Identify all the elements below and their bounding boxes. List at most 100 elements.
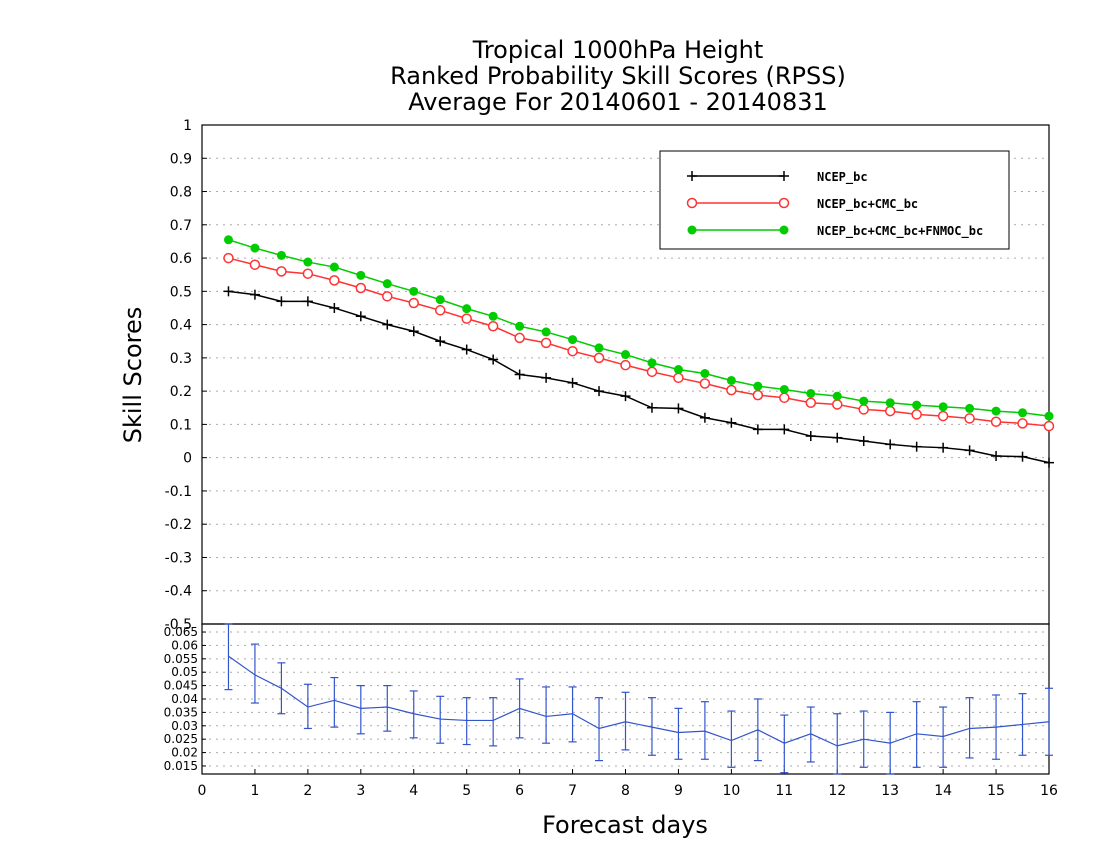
error-bar	[489, 697, 498, 747]
y-tick-label: 0.9	[170, 151, 192, 167]
data-point	[912, 400, 922, 410]
y-tick-label: -0.4	[165, 584, 192, 600]
data-point	[673, 365, 683, 375]
data-point	[699, 412, 710, 423]
data-point	[594, 386, 605, 397]
data-point	[461, 344, 472, 355]
data-point	[673, 403, 684, 414]
series-line	[228, 239, 1050, 417]
legend: NCEP_bc NCEP_bc+CMC_bc NCEP_bc+CMC_bc+FNMO…	[659, 150, 1010, 250]
data-point	[435, 336, 446, 347]
data-point	[540, 337, 552, 349]
error-bar	[542, 686, 551, 744]
y-tick-label: -0.2	[165, 517, 192, 533]
data-point	[223, 286, 234, 297]
x-tick-label: 15	[987, 783, 1005, 799]
legend-entry: NCEP_bc+CMC_bc+FNMOC_bc	[687, 224, 983, 239]
x-tick-label: 13	[881, 783, 899, 799]
data-point	[991, 451, 1002, 462]
error-bar	[992, 694, 1001, 760]
data-point	[965, 403, 975, 413]
legend-marker-end	[778, 197, 790, 209]
data-point	[541, 372, 552, 383]
data-point	[223, 235, 233, 245]
y-tick-label: 0.3	[170, 351, 192, 367]
data-point	[726, 417, 737, 428]
y-tick-label: 0.04	[171, 692, 198, 706]
data-point	[779, 392, 790, 404]
error-bar	[436, 695, 445, 744]
error-bar	[409, 690, 418, 739]
data-point	[726, 384, 737, 396]
x-axis-label: Forecast days	[542, 811, 708, 839]
y-tick-label: 0.055	[164, 652, 198, 666]
data-point	[515, 321, 525, 331]
error-panel-gridlines	[202, 631, 1049, 767]
data-point	[832, 391, 842, 401]
data-point	[594, 343, 604, 353]
y-tick-label: -0.1	[165, 484, 192, 500]
y-tick-label: 0.015	[164, 759, 198, 773]
y-tick-label: 0.1	[170, 417, 192, 433]
data-point	[964, 413, 975, 424]
chart-title-line-2: Ranked Probability Skill Scores (RPSS)	[390, 62, 846, 90]
x-tick-label: 14	[934, 783, 952, 799]
y-tick-label: 0.8	[170, 185, 192, 201]
error-bar	[568, 686, 577, 743]
error-bar	[250, 643, 259, 704]
data-point	[408, 297, 419, 309]
data-point	[990, 416, 1002, 427]
error-bar	[277, 662, 286, 715]
error-bar	[965, 697, 974, 759]
data-point	[1017, 451, 1028, 462]
data-point	[779, 384, 789, 394]
legend-marker-end	[779, 225, 789, 235]
data-point	[806, 388, 816, 398]
x-tick-label: 4	[409, 783, 418, 799]
legend-entry: NCEP_bc+CMC_bc	[686, 197, 918, 212]
error-bar	[912, 701, 921, 768]
x-tick-label: 0	[198, 783, 207, 799]
data-point	[567, 377, 578, 388]
data-point	[991, 406, 1001, 416]
data-point	[435, 295, 445, 305]
data-point	[250, 243, 260, 253]
data-point	[276, 296, 287, 307]
x-tick-label: 9	[674, 783, 683, 799]
series-1	[223, 286, 1054, 468]
data-point	[911, 409, 922, 420]
data-point	[805, 431, 816, 442]
error-bar	[1045, 687, 1053, 756]
data-point	[646, 366, 658, 378]
y-tick-label: 0.7	[170, 218, 192, 234]
error-bar	[595, 697, 604, 762]
error-bar-layer	[224, 623, 1053, 775]
series-layer	[223, 235, 1055, 468]
error-bar	[833, 713, 842, 775]
error-bar	[674, 707, 683, 760]
data-point	[911, 441, 922, 452]
error-bar	[753, 698, 762, 762]
data-point	[726, 375, 736, 385]
legend-marker-start	[687, 225, 697, 235]
x-tick-label: 11	[775, 783, 793, 799]
chart-title-line-3: Average For 20140601 - 20140831	[408, 88, 828, 116]
y-tick-label: 0.2	[170, 384, 192, 400]
x-tick-label: 5	[462, 783, 471, 799]
data-point	[276, 266, 287, 277]
y-tick-label: 0.035	[164, 705, 198, 719]
x-tick-label: 6	[515, 783, 524, 799]
data-point	[382, 319, 393, 330]
x-tick-label: 12	[828, 783, 846, 799]
data-point	[356, 270, 366, 280]
data-point	[488, 354, 499, 365]
data-point	[461, 313, 472, 324]
data-point	[700, 369, 710, 379]
error-bar	[621, 691, 630, 751]
data-point	[673, 372, 684, 384]
data-point	[858, 436, 869, 447]
data-point	[249, 289, 260, 300]
x-tick-label: 8	[621, 783, 630, 799]
y-tick-label: -0.3	[165, 550, 192, 566]
data-point	[408, 326, 419, 337]
